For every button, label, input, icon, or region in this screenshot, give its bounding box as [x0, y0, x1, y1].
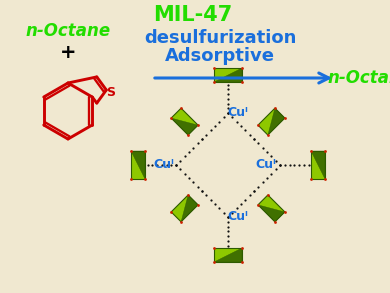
Text: n-Octane: n-Octane — [328, 69, 390, 87]
Polygon shape — [214, 68, 242, 82]
Polygon shape — [214, 68, 242, 82]
Text: Cuᴵ: Cuᴵ — [227, 210, 248, 224]
Polygon shape — [311, 151, 325, 179]
Text: Cuᴵ: Cuᴵ — [154, 159, 174, 171]
FancyArrowPatch shape — [155, 73, 329, 83]
Polygon shape — [181, 195, 198, 222]
Polygon shape — [311, 151, 325, 179]
Text: Adsorptive: Adsorptive — [165, 47, 275, 65]
Text: S: S — [106, 86, 115, 100]
Polygon shape — [258, 108, 285, 135]
Text: n-Octane: n-Octane — [25, 22, 110, 40]
Text: desulfurization: desulfurization — [144, 29, 296, 47]
Text: Cuᴵ: Cuᴵ — [255, 159, 277, 171]
Polygon shape — [171, 108, 198, 135]
Polygon shape — [131, 151, 145, 179]
Text: Cuᴵ: Cuᴵ — [227, 106, 248, 120]
Polygon shape — [171, 118, 198, 135]
Polygon shape — [131, 151, 145, 179]
Polygon shape — [258, 205, 285, 222]
Polygon shape — [214, 248, 242, 262]
Polygon shape — [258, 195, 285, 222]
Polygon shape — [171, 195, 198, 222]
Text: +: + — [60, 43, 76, 62]
Polygon shape — [214, 248, 242, 262]
Polygon shape — [268, 108, 285, 135]
Text: MIL-47: MIL-47 — [153, 5, 232, 25]
